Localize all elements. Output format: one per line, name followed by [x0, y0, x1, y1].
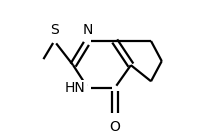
Text: N: N [83, 23, 93, 37]
Text: S: S [50, 23, 59, 37]
Text: O: O [109, 120, 120, 134]
Text: HN: HN [65, 81, 86, 95]
